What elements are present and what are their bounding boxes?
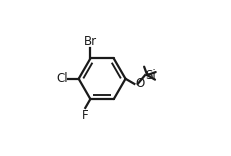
Text: Br: Br <box>83 35 97 48</box>
Text: O: O <box>135 77 144 90</box>
Text: Cl: Cl <box>56 72 67 85</box>
Text: F: F <box>82 109 88 122</box>
Text: Si: Si <box>145 69 156 82</box>
